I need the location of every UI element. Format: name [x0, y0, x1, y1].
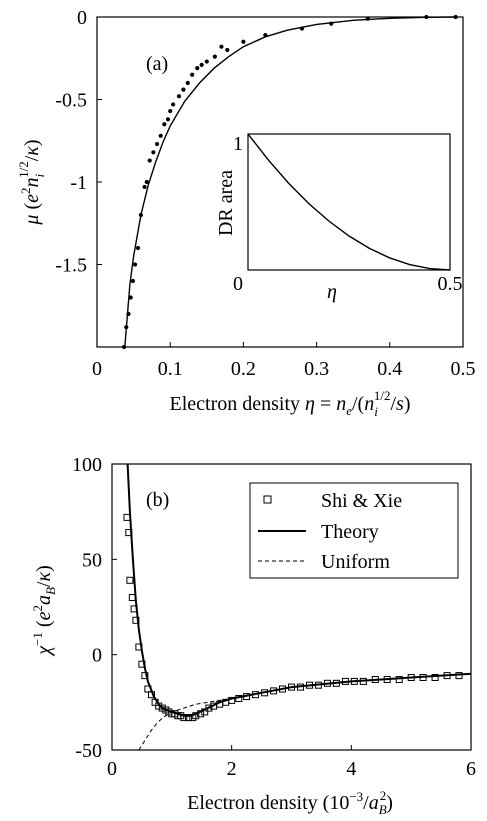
panel-a-data-point — [154, 141, 160, 147]
panel-a-data-point — [299, 26, 305, 31]
panel-a-y-ticks: 0 -0.5 -1 -1.5 — [55, 7, 102, 277]
panel-a-x-tick-label: 0.3 — [304, 358, 329, 380]
panel-a-data-points — [121, 14, 458, 350]
panel-b-y-tick-label: 50 — [82, 549, 102, 571]
panel-a-data-point — [158, 133, 163, 138]
panel-b-uniform-curve — [138, 673, 472, 751]
panel-b-theory-curve — [126, 463, 472, 717]
panel-b-x-ticks: 0 2 4 6 — [107, 745, 476, 780]
panel-a-data-point — [121, 344, 127, 350]
legend-label-theory: Theory — [321, 521, 379, 543]
panel-a-data-point — [144, 179, 149, 185]
panel-a-x-axis-label: Electron density η = ne/(ni1/2/s) — [169, 388, 410, 419]
inset-curve — [247, 133, 451, 271]
panel-a-y-tick-label: 0 — [77, 7, 87, 29]
panel-a-data-point — [132, 262, 138, 267]
panel-a-data-point — [171, 102, 176, 107]
panel-b-y-tick-label: -50 — [75, 740, 102, 762]
panel-a-data-point — [168, 108, 173, 114]
panel-a-y-tick-label: -1.5 — [55, 255, 87, 277]
panel-a-data-point — [176, 94, 182, 99]
panel-a-data-point — [204, 59, 209, 64]
panel-b-label: (b) — [146, 489, 169, 511]
panel-a-data-point — [241, 39, 246, 44]
panel-b-y-ticks: 100 50 0 -50 — [72, 454, 117, 762]
panel-a-data-point — [130, 278, 135, 284]
panel-a-data-point — [329, 21, 334, 26]
panel-a-data-point — [165, 117, 171, 122]
panel-a-theory-curve — [124, 16, 456, 348]
panel-b-y-axis-label: χ−1 (e2aB/κ) — [30, 565, 58, 657]
legend-label-shi-xie: Shi & Xie — [321, 490, 402, 512]
panel-a-data-point — [128, 295, 133, 300]
inset-x-tick-left: 0 — [233, 273, 243, 295]
panel-b-shi-xie-point — [185, 714, 193, 722]
panel-a-y-tick-label: -1 — [70, 172, 87, 194]
inset-y-axis-label: DR area — [215, 170, 237, 236]
panel-a-data-point — [181, 87, 186, 92]
panel-b-shi-xie-point — [126, 576, 134, 584]
panel-b-shi-xie-point — [180, 714, 188, 722]
panel-a-data-point — [453, 14, 458, 20]
panel-a-data-point — [365, 16, 370, 21]
panel-a-y-axis-label: μ (e2ni1/2/κ) — [16, 139, 47, 225]
panel-b-legend: Shi & Xie Theory Uniform — [249, 482, 459, 579]
panel-a: 0 0.1 0.2 0.3 0.4 0.5 0 -0.5 -1 -1.5 (a) 1 0 0.5… — [16, 7, 476, 419]
panel-a-x-tick-label: 0.2 — [231, 358, 256, 380]
panel-b-y-tick-label: 0 — [92, 645, 102, 667]
panel-a-data-point — [212, 54, 217, 59]
inset-y-tick-top: 1 — [233, 133, 243, 155]
panel-a-x-tick-label: 0 — [92, 358, 102, 380]
legend-square-marker — [263, 495, 272, 504]
panel-b-x-tick-label: 4 — [346, 758, 356, 780]
panel-a-x-ticks: 0 0.1 0.2 0.3 0.4 0.5 — [92, 342, 476, 380]
panel-a-data-point — [162, 122, 167, 127]
panel-b-shi-xie-point — [128, 594, 136, 601]
panel-a-x-tick-label: 0.4 — [377, 358, 402, 380]
panel-a-data-point — [142, 184, 147, 190]
panel-a-x-tick-label: 0.5 — [451, 358, 476, 380]
panel-a-data-point — [225, 47, 230, 53]
panel-b-frame — [111, 463, 472, 751]
panel-a-data-point — [151, 150, 156, 155]
panel-a-data-point — [126, 311, 131, 317]
panel-a-data-point — [124, 325, 129, 330]
panel-b-y-tick-label: 100 — [72, 454, 102, 476]
panel-b-x-tick-label: 2 — [227, 758, 237, 780]
panel-a-x-tick-label: 0.1 — [158, 358, 183, 380]
panel-a-data-point — [185, 80, 190, 86]
panel-a-data-point — [195, 66, 200, 71]
panel-a-data-point — [199, 62, 204, 67]
panel-a-data-point — [424, 14, 429, 20]
panel-b-x-axis-label: Electron density (10−3/aB2) — [187, 788, 393, 817]
panel-a-data-point — [135, 245, 141, 251]
panel-a-data-point — [138, 212, 144, 218]
panel-a-data-point — [263, 33, 268, 38]
panel-a-data-point — [219, 44, 224, 49]
panel-a-data-point — [190, 72, 195, 77]
panel-b-shi-xie-point — [123, 513, 131, 521]
inset-x-axis-label: η — [327, 281, 337, 303]
panel-b-x-tick-label: 0 — [107, 758, 117, 780]
panel-a-label: (a) — [146, 53, 168, 75]
panel-a-data-point — [147, 158, 152, 163]
panel-a-inset: 1 0 0.5 η DR area — [215, 133, 463, 303]
panel-b-shi-xie-point — [132, 616, 140, 624]
panel-b-shi-xie-point — [431, 674, 439, 681]
legend-label-uniform: Uniform — [321, 551, 390, 573]
panel-b-x-tick-label: 6 — [466, 758, 476, 780]
panel-a-y-tick-label: -0.5 — [55, 90, 87, 112]
inset-x-tick-right: 0.5 — [438, 273, 463, 295]
inset-frame — [247, 133, 451, 271]
panel-b-shi-xie-point — [141, 672, 149, 680]
